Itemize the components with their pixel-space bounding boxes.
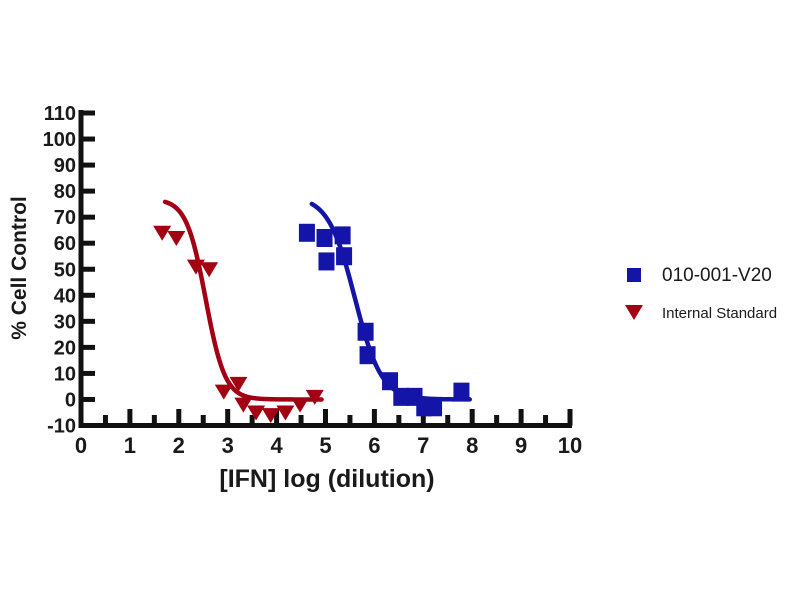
y-tick-label: 0 — [65, 389, 76, 411]
x-tick-label: 8 — [466, 433, 478, 458]
data-point-square — [393, 387, 410, 406]
data-point-square — [382, 372, 399, 391]
data-point-triangle — [276, 405, 295, 421]
legend-label: Internal Standard — [662, 305, 777, 322]
data-point-markers — [153, 223, 470, 424]
data-point-triangle — [186, 259, 205, 275]
data-point-triangle — [229, 376, 248, 392]
data-point-square — [453, 382, 470, 401]
y-tick-label: 110 — [44, 103, 76, 125]
x-tick-label: 0 — [75, 433, 87, 458]
data-point-square — [426, 398, 443, 417]
y-tick-label: 80 — [54, 181, 76, 203]
legend-marker-square — [627, 268, 641, 282]
y-tick-label: 90 — [54, 155, 76, 177]
data-point-triangle — [305, 389, 324, 405]
y-axis-major-ticks — [81, 110, 95, 428]
data-point-triangle — [153, 225, 172, 241]
x-axis-minor-ticks — [102, 415, 549, 426]
data-point-triangle — [261, 408, 280, 424]
legend-label: 010-001-V20 — [662, 265, 772, 286]
data-point-square — [336, 247, 353, 266]
data-point-square — [318, 252, 335, 271]
legend: 010-001-V20 Internal Standard — [625, 265, 777, 322]
x-axis-major-ticks — [78, 409, 573, 426]
x-tick-label: 9 — [515, 433, 527, 458]
data-point-square — [334, 226, 351, 245]
x-tick-label: 7 — [417, 433, 429, 458]
x-tick-label: 1 — [124, 433, 136, 458]
x-axis-title: [IFN] log (dilution) — [219, 465, 434, 493]
x-tick-label: 2 — [173, 433, 185, 458]
data-point-triangle — [291, 397, 310, 413]
data-point-square — [298, 223, 315, 242]
legend-marker-triangle — [625, 305, 643, 320]
data-point-triangle — [247, 405, 266, 421]
x-axis-tick-labels: 0 1 2 3 4 5 6 7 8 9 10 — [75, 433, 582, 458]
y-tick-label: 60 — [54, 233, 76, 255]
y-tick-label: -10 — [47, 416, 76, 438]
data-point-triangle — [234, 397, 253, 413]
data-point-square — [359, 346, 376, 365]
data-point-square — [357, 322, 374, 341]
y-tick-label: 100 — [43, 129, 76, 151]
y-tick-label: 20 — [54, 337, 76, 359]
x-tick-label: 5 — [319, 433, 331, 458]
data-point-triangle — [167, 231, 186, 246]
y-tick-label: 10 — [54, 363, 76, 385]
data-point-square — [316, 229, 333, 247]
x-tick-label: 3 — [222, 433, 234, 458]
data-point-triangle — [200, 262, 219, 278]
x-tick-label: 6 — [368, 433, 380, 458]
y-axis-title: % Cell Control — [8, 196, 31, 340]
y-tick-label: 40 — [54, 285, 76, 307]
x-tick-label: 4 — [270, 433, 283, 458]
x-tick-label: 10 — [558, 433, 582, 458]
data-point-triangle — [214, 384, 233, 400]
y-tick-label: 30 — [54, 311, 76, 333]
y-tick-label: 70 — [54, 207, 76, 229]
y-tick-label: 50 — [54, 259, 76, 281]
